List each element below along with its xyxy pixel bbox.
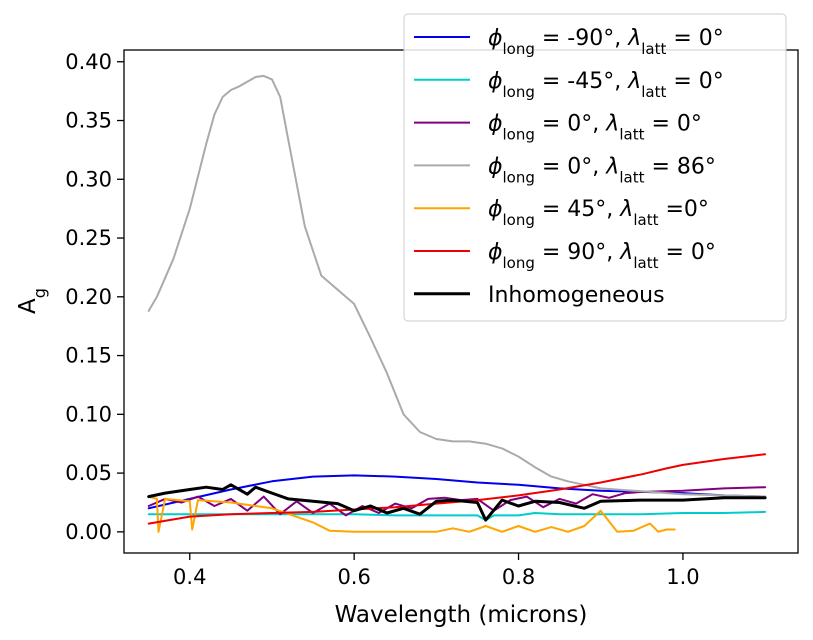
legend-subscript: long <box>503 40 535 58</box>
legend-symbol: λ <box>619 240 633 265</box>
series-line-2 <box>147 486 767 517</box>
legend-symbol: ϕ <box>488 240 503 265</box>
legend: ϕlong = -90°, λlatt = 0°ϕlong = -45°, λl… <box>403 13 787 322</box>
y-tick-label: 0.00 <box>65 520 112 544</box>
legend-symbol: λ <box>627 69 641 94</box>
y-tick-label: 0.15 <box>65 344 112 368</box>
series-line-6 <box>147 483 767 522</box>
legend-label-6: Inhomogeneous <box>488 283 665 308</box>
legend-text: = 0° <box>666 69 723 94</box>
legend-symbol: λ <box>627 26 641 51</box>
series-line-4 <box>147 495 676 533</box>
x-tick-label: 0.4 <box>173 565 206 589</box>
legend-subscript: latt <box>633 211 658 229</box>
y-tick-label: 0.40 <box>65 50 112 74</box>
legend-text: = -45°, <box>535 69 628 94</box>
x-tick-label: 0.6 <box>337 565 370 589</box>
legend-text: = 0° <box>658 240 715 265</box>
legend-symbol: ϕ <box>488 26 503 51</box>
y-tick-label: 0.35 <box>65 109 112 133</box>
legend-subscript: long <box>503 168 535 186</box>
plot-series <box>147 74 767 533</box>
legend-subscript: long <box>503 126 535 144</box>
y-tick-label: 0.05 <box>65 461 112 485</box>
legend-symbol: λ <box>619 197 633 222</box>
legend-symbol: λ <box>605 112 619 137</box>
legend-symbol: λ <box>605 154 619 179</box>
x-axis-label: Wavelength (microns) <box>335 602 588 628</box>
y-axis-label-main: A <box>15 298 41 314</box>
series-line-5 <box>147 453 767 525</box>
legend-text: = 0°, <box>535 154 606 179</box>
legend-text: = 0° <box>666 26 723 51</box>
legend-label-0: ϕlong = -90°, λlatt = 0° <box>488 26 724 58</box>
y-tick-label: 0.10 <box>65 402 112 426</box>
legend-symbol: ϕ <box>488 197 503 222</box>
y-tick-label: 0.20 <box>65 285 112 309</box>
y-axis-ticks: 0.00 0.05 0.10 0.15 0.20 0.25 0.30 0.35 0.40 <box>65 50 124 544</box>
legend-label-3: ϕlong = 0°, λlatt = 86° <box>488 154 716 186</box>
x-tick-label: 0.8 <box>502 565 535 589</box>
legend-subscript: latt <box>641 40 666 58</box>
legend-text: = 0° <box>644 112 701 137</box>
legend-symbol: ϕ <box>488 154 503 179</box>
legend-label-1: ϕlong = -45°, λlatt = 0° <box>488 69 724 101</box>
legend-subscript: latt <box>633 254 658 272</box>
legend-symbol: ϕ <box>488 112 503 137</box>
legend-label-2: ϕlong = 0°, λlatt = 0° <box>488 112 702 144</box>
legend-text: = 0°, <box>535 112 606 137</box>
legend-text: = 86° <box>644 154 715 179</box>
legend-subscript: latt <box>619 126 644 144</box>
legend-symbol: ϕ <box>488 69 503 94</box>
y-axis-label: Ag <box>15 288 49 314</box>
legend-label-5: ϕlong = 90°, λlatt = 0° <box>488 240 716 272</box>
legend-subscript: latt <box>619 168 644 186</box>
legend-text: = 45°, <box>535 197 620 222</box>
legend-label-4: ϕlong = 45°, λlatt =0° <box>488 197 709 229</box>
legend-subscript: long <box>503 254 535 272</box>
series-line-3 <box>147 74 767 498</box>
legend-box <box>403 13 787 322</box>
legend-subscript: long <box>503 83 535 101</box>
legend-text: = 90°, <box>535 240 620 265</box>
y-axis-label-subscript: g <box>30 288 49 298</box>
y-tick-label: 0.30 <box>65 167 112 191</box>
legend-subscript: latt <box>641 83 666 101</box>
x-axis-ticks: 0.4 0.6 0.8 1.0 <box>173 553 700 589</box>
legend-text: =0° <box>658 197 708 222</box>
legend-text: Inhomogeneous <box>488 283 665 308</box>
legend-subscript: long <box>503 211 535 229</box>
x-tick-label: 1.0 <box>666 565 699 589</box>
y-tick-label: 0.25 <box>65 226 112 250</box>
legend-text: = -90°, <box>535 26 628 51</box>
